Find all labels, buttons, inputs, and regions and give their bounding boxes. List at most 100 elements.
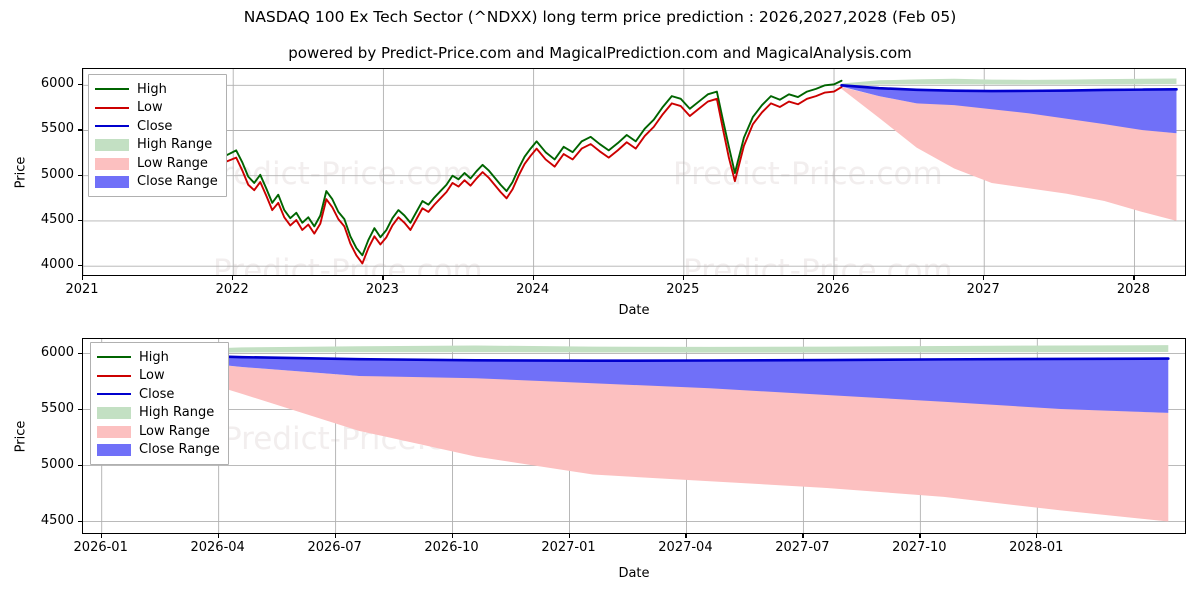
low-price-line [127, 86, 843, 265]
x-tick-label: 2026-04 [190, 540, 245, 555]
x-tick-mark [532, 276, 534, 280]
x-tick-label: 2026-10 [424, 540, 479, 555]
x-tick-label: 2023 [365, 282, 399, 297]
y-tick-mark [78, 464, 82, 466]
legend-swatch-close-icon [95, 119, 129, 133]
bottom-chart-x-axis-label: Date [618, 566, 650, 581]
y-tick-mark [78, 352, 82, 354]
legend-swatch-low-range-icon [95, 157, 129, 170]
legend-label: Low [137, 100, 163, 116]
top-chart-legend: High Low Close High Range Low Range Close Ran… [88, 74, 227, 197]
x-tick-label: 2028 [1116, 282, 1150, 297]
y-tick-mark [78, 219, 82, 222]
legend-item-close[interactable]: Close [95, 117, 218, 136]
legend-item-high-range[interactable]: High Range [95, 136, 218, 155]
legend-item-high-range[interactable]: High Range [97, 404, 220, 423]
x-tick-mark [682, 276, 684, 280]
x-tick-mark [802, 534, 804, 538]
legend-item-close-range[interactable]: Close Range [95, 173, 218, 192]
x-tick-mark [833, 276, 835, 280]
legend-label: Low Range [139, 423, 210, 439]
y-tick-mark [78, 84, 82, 86]
x-tick-mark [1036, 534, 1038, 538]
y-tick-label: 5500 [40, 400, 74, 416]
legend-item-close[interactable]: Close [97, 385, 220, 404]
x-tick-mark [685, 534, 687, 538]
x-tick-label: 2027-10 [892, 540, 947, 555]
legend-item-low-range[interactable]: Low Range [97, 422, 220, 441]
x-tick-label: 2027-07 [775, 540, 830, 555]
x-tick-mark [232, 276, 234, 280]
y-tick-label: 4500 [40, 512, 74, 528]
legend-swatch-low-icon [97, 369, 131, 383]
close-range-band [841, 85, 1177, 134]
legend-item-low[interactable]: Low [95, 99, 218, 118]
y-tick-mark [78, 129, 82, 131]
legend-label: Close [139, 386, 175, 402]
y-tick-label: 4500 [40, 211, 74, 227]
x-tick-mark [100, 534, 102, 538]
y-tick-mark [78, 265, 82, 267]
x-tick-label: 2021 [65, 282, 99, 297]
legend-item-close-range[interactable]: Close Range [97, 441, 220, 460]
watermark-text: Predict-Price.com [673, 156, 943, 192]
close-price-line [840, 83, 1178, 93]
close-price-line [123, 352, 1170, 363]
high-range-band [125, 345, 1169, 354]
legend-swatch-low-icon [95, 101, 129, 115]
legend-item-low[interactable]: Low [97, 367, 220, 386]
legend-item-low-range[interactable]: Low Range [95, 154, 218, 173]
x-tick-label: 2027 [966, 282, 1000, 297]
x-tick-label: 2024 [516, 282, 550, 297]
legend-label: High [139, 349, 169, 365]
top-chart-x-axis-label: Date [618, 303, 650, 318]
legend-item-high[interactable]: High [97, 348, 220, 367]
legend-swatch-low-range-icon [97, 425, 131, 438]
high-price-line [127, 79, 843, 257]
x-tick-mark [983, 276, 985, 280]
legend-label: High Range [137, 137, 213, 153]
legend-label: High [137, 81, 167, 97]
y-tick-label: 5000 [40, 166, 74, 182]
x-tick-label: 2026-01 [73, 540, 128, 555]
x-tick-label: 2026-07 [307, 540, 362, 555]
legend-swatch-close-range-icon [95, 176, 129, 189]
watermark-text: Predict-Price.com [213, 253, 483, 276]
x-tick-mark [451, 534, 453, 538]
x-tick-label: 2025 [666, 282, 700, 297]
chart-subtitle: powered by Predict-Price.com and Magical… [288, 44, 912, 62]
y-tick-mark [78, 174, 82, 176]
y-tick-label: 4000 [40, 257, 74, 273]
x-tick-label: 2027-01 [541, 540, 596, 555]
y-tick-mark [78, 408, 82, 410]
chart-title: NASDAQ 100 Ex Tech Sector (^NDXX) long t… [243, 8, 957, 26]
legend-swatch-high-range-icon [97, 407, 131, 420]
x-tick-mark [568, 534, 570, 538]
y-tick-label: 6000 [40, 76, 74, 92]
x-tick-mark [1133, 276, 1135, 280]
x-tick-label: 2026 [816, 282, 850, 297]
legend-swatch-high-icon [97, 350, 131, 364]
legend-label: Low Range [137, 155, 208, 171]
y-tick-mark [78, 520, 82, 522]
y-tick-label: 5000 [40, 456, 74, 472]
legend-label: High Range [139, 405, 215, 421]
legend-swatch-close-range-icon [97, 444, 131, 457]
high-range-band [841, 78, 1177, 86]
legend-label: Close Range [139, 442, 220, 458]
legend-swatch-close-icon [97, 387, 131, 401]
x-tick-label: 2027-04 [658, 540, 713, 555]
legend-swatch-high-range-icon [95, 139, 129, 152]
legend-label: Close [137, 118, 173, 134]
y-tick-label: 6000 [40, 344, 74, 360]
y-tick-label: 5500 [40, 121, 74, 137]
x-tick-mark [217, 534, 219, 538]
legend-label: Close Range [137, 174, 218, 190]
watermark-text: Predict-Price.com [683, 253, 953, 276]
x-tick-label: 2022 [215, 282, 249, 297]
legend-item-high[interactable]: High [95, 80, 218, 99]
x-tick-mark [334, 534, 336, 538]
legend-label: Low [139, 368, 165, 384]
